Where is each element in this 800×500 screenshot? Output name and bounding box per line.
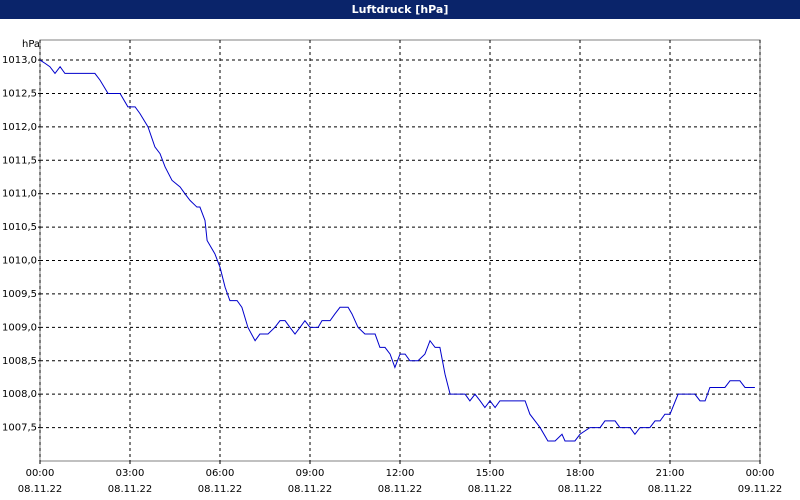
y-tick-label: 1007,5 bbox=[2, 423, 37, 434]
y-tick-label: 1008,0 bbox=[2, 389, 37, 400]
y-tick-label: 1009,5 bbox=[2, 289, 37, 300]
x-tick-label: 12:00 08.11.22 bbox=[378, 468, 423, 495]
x-tick-label: 09:00 08.11.22 bbox=[288, 468, 333, 495]
y-tick-label: 1010,5 bbox=[2, 222, 37, 233]
title-bar bbox=[0, 0, 800, 19]
y-axis-unit: hPa bbox=[22, 39, 40, 50]
x-tick-label: 18:00 08.11.22 bbox=[558, 468, 603, 495]
y-tick-label: 1012,5 bbox=[2, 88, 37, 99]
y-tick-label: 1009,0 bbox=[2, 322, 37, 333]
x-tick-label: 00:00 09.11.22 bbox=[738, 468, 783, 495]
x-tick-label: 06:00 08.11.22 bbox=[198, 468, 243, 495]
x-tick-label: 03:00 08.11.22 bbox=[108, 468, 153, 495]
x-tick-label: 00:00 08.11.22 bbox=[18, 468, 63, 495]
y-tick-label: 1011,0 bbox=[2, 189, 37, 200]
data-line bbox=[39, 59, 755, 442]
x-tick-label: 15:00 08.11.22 bbox=[468, 468, 513, 495]
y-tick-label: 1008,5 bbox=[2, 356, 37, 367]
y-tick-label: 1011,5 bbox=[2, 155, 37, 166]
x-tick-label: 21:00 08.11.22 bbox=[648, 468, 693, 495]
y-tick-label: 1010,0 bbox=[2, 256, 37, 267]
y-tick-label: 1012,0 bbox=[2, 122, 37, 133]
chart-title: Luftdruck [hPa] bbox=[352, 3, 449, 16]
y-tick-label: 1013,0 bbox=[2, 55, 37, 66]
